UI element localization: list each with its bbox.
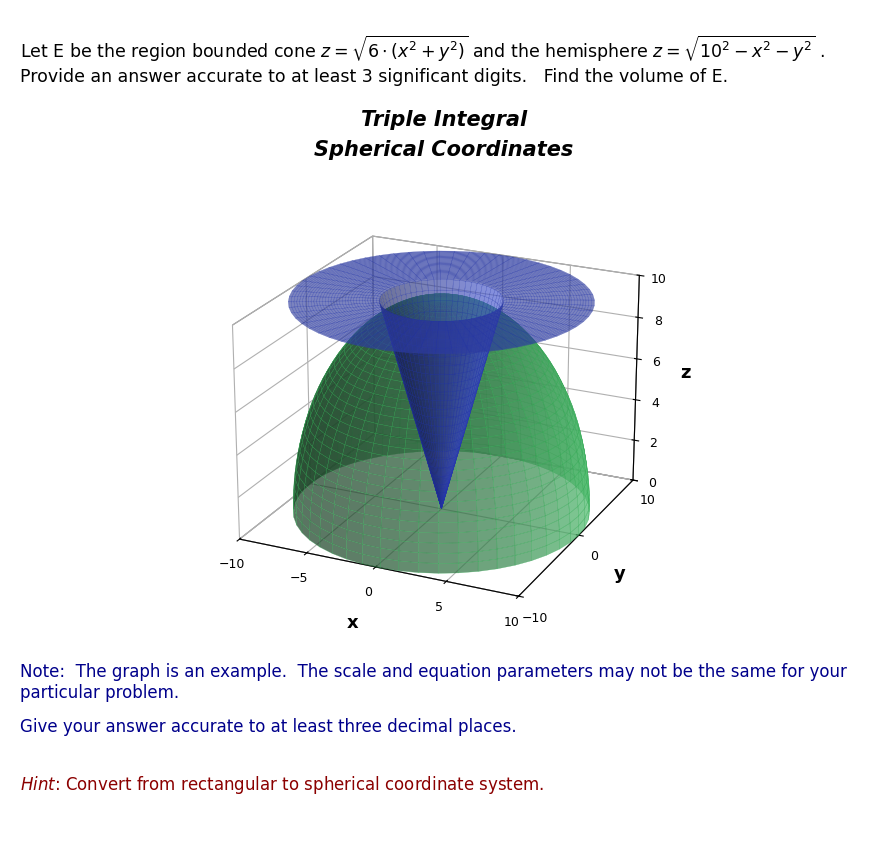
- Text: $\mathit{Hint}$: Convert from rectangular to spherical coordinate system.: $\mathit{Hint}$: Convert from rectangula…: [20, 774, 544, 796]
- Text: Spherical Coordinates: Spherical Coordinates: [314, 140, 574, 161]
- Text: Let E be the region bounded cone $z = \sqrt{6 \cdot (x^2 + y^2)}$ and the hemisp: Let E be the region bounded cone $z = \s…: [20, 34, 824, 65]
- X-axis label: x: x: [347, 614, 359, 632]
- Text: particular problem.: particular problem.: [20, 684, 178, 702]
- Text: Note:  The graph is an example.  The scale and equation parameters may not be th: Note: The graph is an example. The scale…: [20, 663, 846, 681]
- Text: Provide an answer accurate to at least 3 significant digits.   Find the volume o: Provide an answer accurate to at least 3…: [20, 68, 727, 86]
- Text: Triple Integral: Triple Integral: [361, 110, 527, 131]
- Text: Give your answer accurate to at least three decimal places.: Give your answer accurate to at least th…: [20, 718, 516, 736]
- Y-axis label: y: y: [614, 565, 626, 583]
